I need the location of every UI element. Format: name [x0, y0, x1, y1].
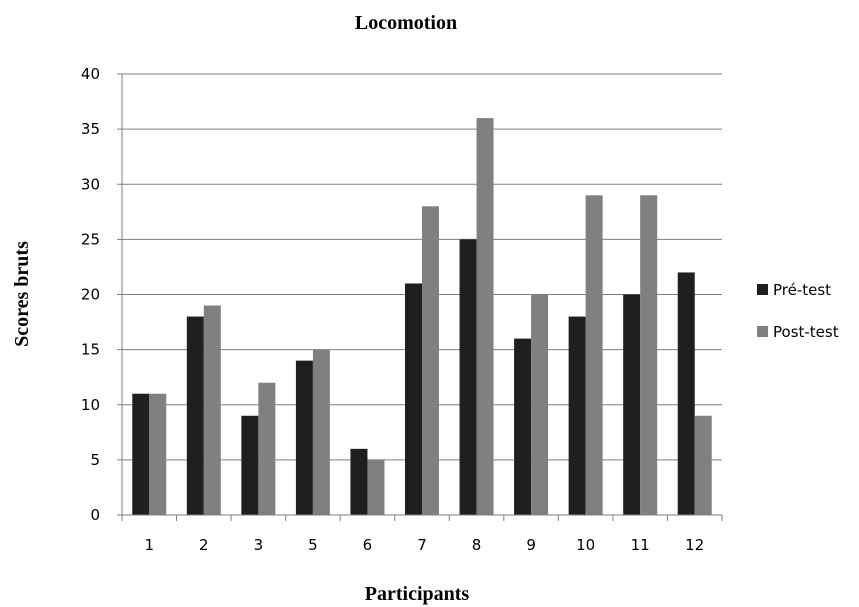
y-tick-label: 30: [81, 175, 100, 193]
bar-pre-test-1: [132, 393, 150, 515]
legend: Pré-test Post-test: [757, 281, 839, 341]
bar-pre-test-12: [677, 272, 695, 515]
bar-post-test-9: [531, 294, 549, 515]
x-tick-label: 11: [631, 536, 650, 554]
y-tick-label: 0: [90, 506, 100, 524]
x-tick-label: 7: [417, 536, 427, 554]
y-tick-label: 10: [81, 396, 100, 414]
x-tick-label: 10: [576, 536, 595, 554]
bar-pre-test-5: [295, 360, 313, 515]
y-tick-label: 25: [81, 230, 100, 248]
bar-pre-test-7: [405, 283, 422, 515]
bar-pre-test-2: [186, 316, 204, 515]
x-tick-label: 9: [526, 536, 536, 554]
bar-pre-test-6: [350, 448, 368, 515]
x-tick-label: 8: [472, 536, 482, 554]
x-tick-labels: 1 2 3 5 6 7 8 9 10 11 12: [144, 536, 704, 554]
chart-title: Locomotion: [355, 12, 457, 34]
x-tick-label: 2: [199, 536, 209, 554]
y-tick-label: 20: [81, 286, 100, 304]
y-tick-label: 15: [81, 341, 100, 359]
axes: [117, 73, 723, 521]
x-tick-label: 3: [254, 536, 264, 554]
bars: [132, 118, 712, 516]
x-axis-title: Participants: [365, 583, 470, 605]
y-tick-label: 5: [90, 451, 100, 469]
legend-swatch-pre-test: [757, 284, 768, 295]
bar-post-test-6: [367, 459, 385, 515]
bar-pre-test-11: [623, 294, 641, 515]
bar-post-test-10: [585, 195, 603, 515]
bar-post-test-2: [203, 305, 221, 515]
bar-pre-test-9: [514, 338, 532, 515]
x-tick-label: 5: [308, 536, 318, 554]
bar-post-test-5: [312, 349, 330, 515]
x-tick-label: 6: [363, 536, 373, 554]
bar-pre-test-3: [241, 415, 259, 515]
bar-post-test-3: [258, 382, 276, 515]
bar-post-test-7: [422, 206, 439, 516]
legend-label-pre-test: Pré-test: [773, 281, 831, 299]
legend-label-post-test: Post-test: [773, 323, 839, 341]
bar-post-test-1: [149, 393, 167, 515]
legend-swatch-post-test: [757, 326, 768, 337]
bar-post-test-11: [640, 195, 658, 515]
y-tick-label: 40: [81, 65, 100, 83]
bar-post-test-8: [476, 118, 494, 515]
x-tick-label: 1: [144, 536, 154, 554]
bar-pre-test-8: [459, 239, 477, 515]
bar-post-test-12: [694, 415, 712, 515]
y-tick-label: 35: [81, 120, 100, 138]
x-tick-label: 12: [685, 536, 704, 554]
y-axis-title: Scores bruts: [11, 241, 33, 347]
bar-pre-test-10: [568, 316, 586, 515]
y-tick-labels: 0 5 10 15 20 25 30 35 40: [81, 65, 100, 524]
